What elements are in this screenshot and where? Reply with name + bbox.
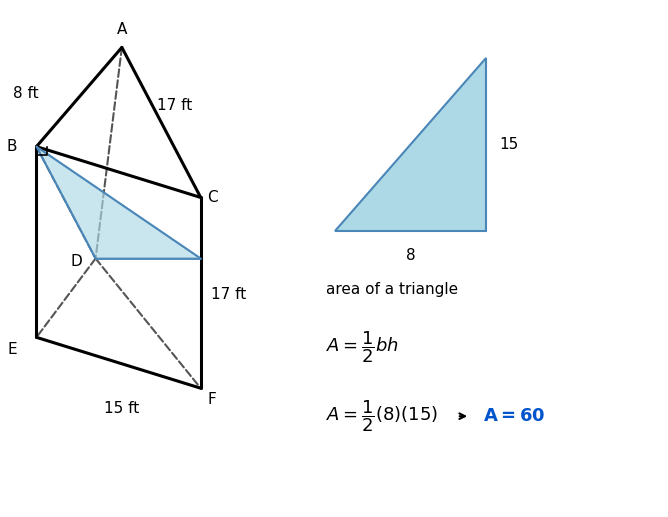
Text: $\mathbf{A = 60}$: $\mathbf{A = 60}$ [483, 407, 545, 425]
Text: $A = \dfrac{1}{2}(8)(15)$: $A = \dfrac{1}{2}(8)(15)$ [325, 399, 438, 434]
Text: 15: 15 [500, 136, 519, 151]
Text: D: D [71, 253, 82, 268]
Text: 8 ft: 8 ft [13, 86, 39, 101]
Polygon shape [335, 57, 486, 231]
Text: F: F [207, 392, 216, 407]
Text: 17 ft: 17 ft [210, 286, 246, 301]
Text: 15 ft: 15 ft [104, 401, 140, 416]
Text: area of a triangle: area of a triangle [325, 282, 458, 297]
Text: C: C [207, 190, 218, 205]
Text: E: E [7, 342, 17, 357]
Polygon shape [37, 147, 200, 258]
Text: 17 ft: 17 ft [157, 98, 192, 113]
Text: $A = \dfrac{1}{2}bh$: $A = \dfrac{1}{2}bh$ [325, 330, 398, 366]
Text: A: A [117, 22, 127, 37]
Text: B: B [6, 139, 17, 154]
Text: 8: 8 [406, 248, 415, 263]
